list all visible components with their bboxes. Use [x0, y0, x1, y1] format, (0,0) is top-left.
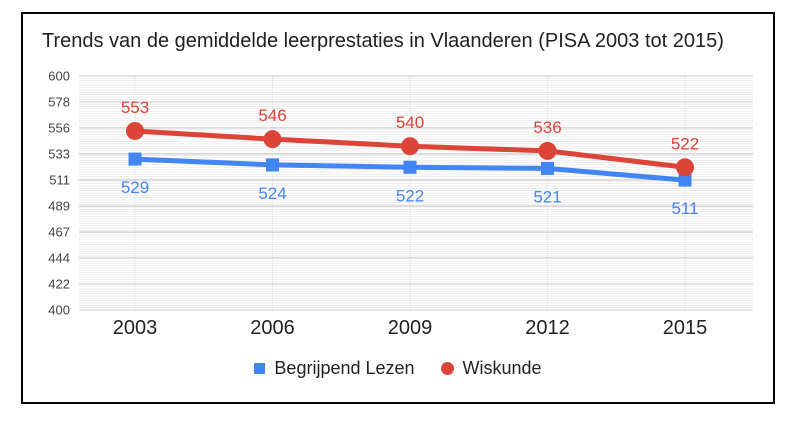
chart-legend: Begrijpend Lezen Wiskunde [21, 354, 775, 382]
data-point-marker[interactable] [401, 137, 419, 156]
data-point-marker[interactable] [126, 121, 144, 140]
y-axis-tick-label: 489 [48, 199, 70, 214]
x-axis-label: 2015 [663, 317, 708, 339]
chart-frame [21, 12, 775, 404]
data-point-marker[interactable] [266, 158, 279, 172]
y-axis-tick-label: 400 [48, 303, 70, 318]
y-axis-tick-label: 556 [48, 121, 70, 136]
data-point-marker[interactable] [538, 141, 557, 160]
legend-label: Begrijpend Lezen [274, 357, 415, 378]
x-axis-label: 2006 [250, 317, 295, 339]
data-point-marker[interactable] [403, 160, 417, 174]
data-point-label: 524 [258, 184, 286, 203]
y-axis-tick-label: 444 [48, 251, 70, 266]
legend-item-begrijpend-lezen[interactable]: Begrijpend Lezen [254, 357, 415, 379]
y-axis-tick-label: 422 [48, 277, 70, 292]
legend-label: Wiskunde [462, 357, 542, 378]
data-point-marker[interactable] [263, 130, 282, 149]
data-point-label: 522 [396, 186, 424, 205]
chart-title: Trends van de gemiddelde leerprestaties … [42, 30, 724, 52]
y-axis-tick-label: 511 [49, 173, 70, 188]
data-point-label: 553 [121, 98, 149, 117]
data-point-label: 511 [671, 199, 698, 218]
data-point-label: 522 [671, 134, 699, 153]
x-axis-label: 2003 [113, 317, 158, 339]
legend-square-marker-icon [254, 362, 266, 374]
y-axis-tick-label: 578 [48, 95, 70, 110]
data-point-label: 536 [533, 118, 561, 137]
legend-item-wiskunde[interactable]: Wiskunde [440, 357, 542, 379]
data-point-marker[interactable] [678, 173, 692, 187]
data-point-label: 546 [258, 106, 286, 125]
data-point-label: 529 [121, 178, 149, 197]
legend-circle-marker-icon [440, 361, 454, 375]
x-axis-label: 2009 [388, 317, 433, 339]
y-axis-tick-label: 533 [48, 147, 70, 162]
data-point-marker[interactable] [541, 161, 554, 175]
x-axis-label: 2012 [525, 317, 570, 339]
data-point-marker[interactable] [676, 158, 694, 177]
data-point-label: 540 [396, 113, 424, 132]
y-axis-tick-label: 600 [48, 69, 70, 84]
data-point-marker[interactable] [128, 152, 142, 166]
data-point-label: 521 [533, 187, 561, 206]
y-axis-tick-label: 467 [48, 225, 70, 240]
